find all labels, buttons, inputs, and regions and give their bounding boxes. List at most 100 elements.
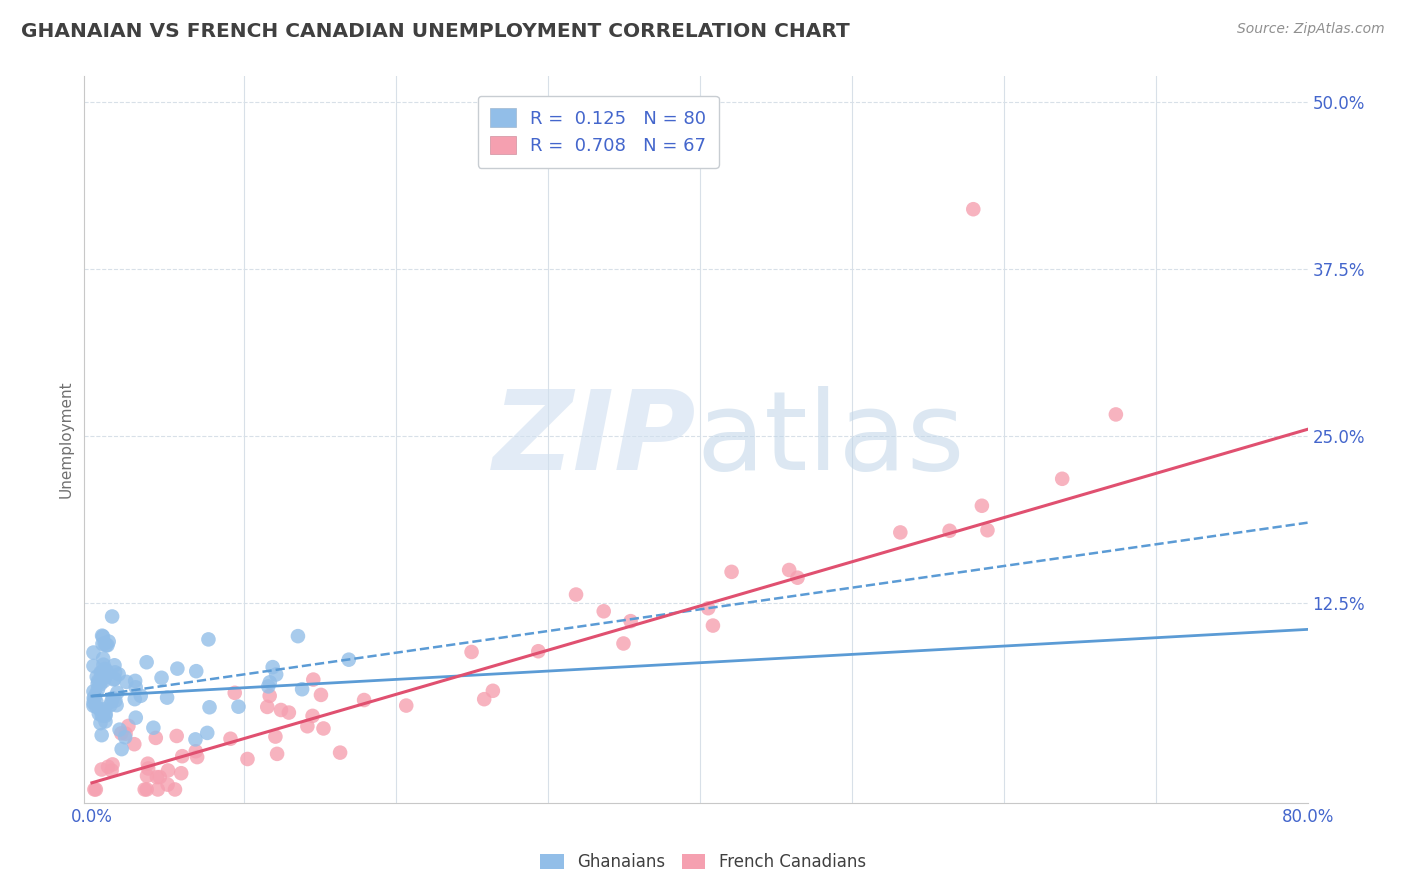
Point bbox=[136, 762, 159, 776]
Point bbox=[472, 692, 495, 706]
Point bbox=[94, 708, 117, 723]
Point bbox=[309, 688, 332, 702]
Point bbox=[197, 632, 219, 647]
Point bbox=[96, 638, 118, 652]
Point bbox=[329, 746, 352, 760]
Point bbox=[527, 644, 550, 658]
Point bbox=[86, 670, 108, 684]
Point bbox=[82, 698, 104, 713]
Text: GHANAIAN VS FRENCH CANADIAN UNEMPLOYMENT CORRELATION CHART: GHANAIAN VS FRENCH CANADIAN UNEMPLOYMENT… bbox=[21, 22, 849, 41]
Point bbox=[889, 525, 911, 540]
Point bbox=[90, 728, 112, 742]
Point bbox=[136, 769, 159, 783]
Point bbox=[172, 749, 194, 764]
Point bbox=[104, 665, 127, 680]
Point bbox=[778, 563, 800, 577]
Y-axis label: Unemployment: Unemployment bbox=[58, 381, 73, 498]
Point bbox=[93, 657, 115, 672]
Point bbox=[91, 706, 114, 721]
Point bbox=[89, 677, 111, 691]
Point bbox=[697, 601, 720, 615]
Point bbox=[84, 782, 107, 797]
Legend: R =  0.125   N = 80, R =  0.708   N = 67: R = 0.125 N = 80, R = 0.708 N = 67 bbox=[478, 95, 718, 168]
Point bbox=[82, 659, 104, 673]
Point bbox=[101, 609, 124, 624]
Point bbox=[103, 673, 125, 687]
Point bbox=[86, 677, 108, 691]
Point bbox=[170, 766, 193, 780]
Point bbox=[264, 730, 287, 744]
Point bbox=[91, 651, 114, 665]
Point bbox=[90, 763, 112, 777]
Point bbox=[1105, 408, 1128, 422]
Point bbox=[89, 716, 111, 731]
Point bbox=[259, 675, 281, 690]
Point bbox=[125, 711, 148, 725]
Point bbox=[89, 674, 111, 689]
Point bbox=[938, 524, 960, 538]
Point bbox=[101, 691, 124, 706]
Point bbox=[395, 698, 418, 713]
Point bbox=[104, 693, 127, 707]
Point bbox=[150, 671, 173, 685]
Point bbox=[82, 696, 104, 710]
Point bbox=[145, 731, 167, 745]
Point bbox=[114, 730, 136, 744]
Point bbox=[83, 691, 105, 706]
Point bbox=[166, 662, 188, 676]
Point bbox=[257, 680, 280, 694]
Point bbox=[129, 689, 152, 703]
Point bbox=[111, 742, 134, 756]
Point bbox=[105, 698, 128, 713]
Point bbox=[94, 706, 117, 721]
Point bbox=[100, 695, 122, 709]
Point bbox=[228, 699, 250, 714]
Point bbox=[98, 698, 121, 713]
Point bbox=[101, 757, 124, 772]
Point bbox=[256, 700, 278, 714]
Point bbox=[312, 722, 335, 736]
Point bbox=[198, 700, 221, 714]
Point bbox=[291, 682, 314, 697]
Point bbox=[301, 709, 323, 723]
Point bbox=[117, 719, 139, 733]
Point bbox=[786, 571, 808, 585]
Point bbox=[114, 726, 136, 740]
Point bbox=[90, 665, 112, 680]
Point bbox=[90, 665, 112, 680]
Point bbox=[83, 782, 105, 797]
Point bbox=[135, 655, 157, 669]
Point bbox=[110, 726, 132, 740]
Point bbox=[337, 653, 360, 667]
Point bbox=[94, 714, 117, 729]
Point bbox=[96, 664, 118, 678]
Point bbox=[124, 692, 146, 706]
Point bbox=[297, 719, 319, 733]
Point bbox=[156, 778, 179, 792]
Text: Source: ZipAtlas.com: Source: ZipAtlas.com bbox=[1237, 22, 1385, 37]
Legend: Ghanaians, French Canadians: Ghanaians, French Canadians bbox=[531, 845, 875, 880]
Point bbox=[94, 670, 117, 684]
Point bbox=[460, 645, 482, 659]
Point bbox=[302, 673, 325, 687]
Point bbox=[124, 673, 146, 688]
Point bbox=[270, 703, 292, 717]
Point bbox=[91, 637, 114, 651]
Point bbox=[124, 737, 146, 751]
Point bbox=[125, 680, 148, 694]
Point bbox=[97, 760, 120, 774]
Point bbox=[94, 638, 117, 652]
Point bbox=[136, 756, 159, 771]
Point bbox=[86, 695, 108, 709]
Point bbox=[1050, 472, 1073, 486]
Point bbox=[970, 499, 993, 513]
Point bbox=[976, 523, 998, 537]
Text: ZIP: ZIP bbox=[492, 386, 696, 492]
Point bbox=[219, 731, 242, 746]
Point bbox=[146, 770, 169, 784]
Point bbox=[266, 747, 288, 761]
Point bbox=[97, 634, 120, 648]
Point bbox=[620, 614, 643, 628]
Point bbox=[87, 682, 110, 697]
Point bbox=[89, 703, 111, 717]
